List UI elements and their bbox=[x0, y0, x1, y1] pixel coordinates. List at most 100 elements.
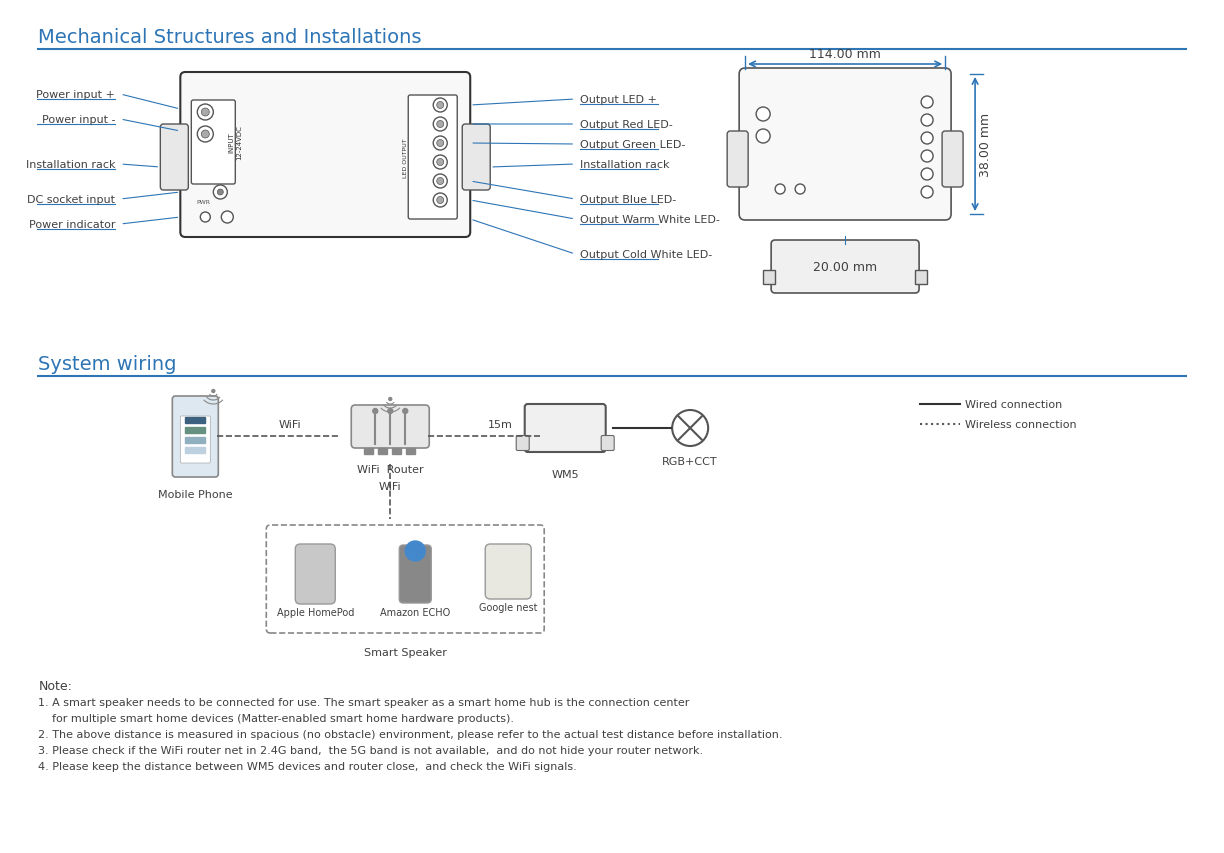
FancyBboxPatch shape bbox=[942, 132, 963, 188]
Circle shape bbox=[437, 102, 444, 109]
FancyBboxPatch shape bbox=[601, 436, 614, 451]
Circle shape bbox=[437, 141, 444, 148]
Circle shape bbox=[437, 121, 444, 128]
FancyBboxPatch shape bbox=[191, 101, 235, 185]
Circle shape bbox=[922, 97, 933, 109]
Circle shape bbox=[433, 175, 447, 189]
Text: 3. Please check if the WiFi router net in 2.4G band,  the 5G band is not availab: 3. Please check if the WiFi router net i… bbox=[38, 746, 704, 755]
FancyBboxPatch shape bbox=[180, 73, 470, 238]
Circle shape bbox=[922, 187, 933, 199]
Circle shape bbox=[222, 212, 234, 223]
Circle shape bbox=[197, 127, 213, 142]
Bar bbox=[185, 427, 206, 433]
FancyBboxPatch shape bbox=[916, 270, 927, 285]
FancyBboxPatch shape bbox=[267, 525, 545, 633]
Text: LED OUTPUT: LED OUTPUT bbox=[403, 138, 408, 177]
FancyBboxPatch shape bbox=[463, 125, 491, 191]
Text: WM5: WM5 bbox=[551, 469, 579, 479]
Text: WiFi: WiFi bbox=[279, 420, 301, 430]
Circle shape bbox=[437, 160, 444, 166]
Bar bbox=[185, 417, 206, 423]
Text: Google nest: Google nest bbox=[479, 602, 537, 612]
Text: INPUT
12-24VDC: INPUT 12-24VDC bbox=[229, 125, 242, 160]
FancyBboxPatch shape bbox=[399, 545, 431, 603]
Text: DC socket input: DC socket input bbox=[27, 194, 115, 205]
Bar bbox=[378, 449, 387, 455]
Text: Note:: Note: bbox=[38, 679, 72, 692]
Circle shape bbox=[403, 409, 408, 414]
Circle shape bbox=[201, 109, 209, 117]
Circle shape bbox=[201, 212, 211, 223]
Circle shape bbox=[756, 107, 770, 122]
Bar bbox=[365, 449, 373, 455]
Text: Mobile Phone: Mobile Phone bbox=[158, 490, 233, 499]
Circle shape bbox=[775, 185, 785, 194]
Text: Apple HomePod: Apple HomePod bbox=[277, 607, 354, 618]
FancyBboxPatch shape bbox=[739, 69, 951, 221]
Text: Installation rack: Installation rack bbox=[580, 160, 670, 170]
Circle shape bbox=[433, 99, 447, 113]
Circle shape bbox=[433, 194, 447, 208]
Text: Mechanical Structures and Installations: Mechanical Structures and Installations bbox=[38, 28, 422, 47]
Text: Wired connection: Wired connection bbox=[965, 399, 1062, 409]
Circle shape bbox=[796, 185, 805, 194]
FancyBboxPatch shape bbox=[517, 436, 529, 451]
Text: Output Warm White LED-: Output Warm White LED- bbox=[580, 215, 720, 224]
Text: for multiple smart home devices (Matter-enabled smart home hardware products).: for multiple smart home devices (Matter-… bbox=[38, 713, 514, 723]
Circle shape bbox=[672, 410, 709, 446]
Text: WiFi  Router: WiFi Router bbox=[357, 464, 424, 474]
Text: Power input +: Power input + bbox=[37, 90, 115, 100]
Circle shape bbox=[201, 131, 209, 139]
Circle shape bbox=[922, 151, 933, 163]
FancyBboxPatch shape bbox=[160, 125, 188, 191]
Circle shape bbox=[212, 390, 214, 393]
Text: Smart Speaker: Smart Speaker bbox=[364, 647, 447, 657]
FancyBboxPatch shape bbox=[763, 270, 775, 285]
FancyBboxPatch shape bbox=[525, 404, 606, 452]
Text: Output Cold White LED-: Output Cold White LED- bbox=[580, 250, 712, 259]
Text: PWR: PWR bbox=[196, 200, 211, 205]
Circle shape bbox=[433, 156, 447, 170]
Bar bbox=[185, 448, 206, 454]
Text: Output Red LED-: Output Red LED- bbox=[580, 120, 673, 130]
Circle shape bbox=[437, 197, 444, 204]
Circle shape bbox=[218, 189, 223, 196]
Text: Amazon ECHO: Amazon ECHO bbox=[381, 607, 450, 618]
FancyBboxPatch shape bbox=[485, 544, 531, 600]
Circle shape bbox=[373, 409, 378, 414]
Text: Output Blue LED-: Output Blue LED- bbox=[580, 194, 677, 205]
Text: Wireless connection: Wireless connection bbox=[965, 420, 1077, 430]
Circle shape bbox=[922, 115, 933, 127]
Text: 1. A smart speaker needs to be connected for use. The smart speaker as a smart h: 1. A smart speaker needs to be connected… bbox=[38, 697, 690, 707]
Bar bbox=[392, 449, 401, 455]
Circle shape bbox=[433, 118, 447, 132]
Circle shape bbox=[756, 130, 770, 144]
Text: 38.00 mm: 38.00 mm bbox=[979, 113, 993, 177]
Text: 20.00 mm: 20.00 mm bbox=[813, 261, 878, 274]
Text: Installation rack: Installation rack bbox=[26, 160, 115, 170]
Circle shape bbox=[389, 398, 392, 401]
Text: 114.00 mm: 114.00 mm bbox=[809, 48, 881, 61]
Text: Power indicator: Power indicator bbox=[29, 220, 115, 229]
FancyBboxPatch shape bbox=[351, 405, 430, 449]
Circle shape bbox=[213, 186, 228, 200]
Circle shape bbox=[405, 542, 425, 561]
Text: Output Green LED-: Output Green LED- bbox=[580, 140, 685, 150]
Circle shape bbox=[437, 178, 444, 185]
Circle shape bbox=[433, 136, 447, 151]
Text: System wiring: System wiring bbox=[38, 355, 176, 374]
Text: Output LED +: Output LED + bbox=[580, 95, 657, 105]
FancyBboxPatch shape bbox=[409, 96, 458, 220]
FancyBboxPatch shape bbox=[173, 397, 218, 478]
Text: 15m: 15m bbox=[488, 420, 513, 430]
Circle shape bbox=[922, 133, 933, 145]
Text: Power input -: Power input - bbox=[42, 115, 115, 125]
Text: WiFi: WiFi bbox=[379, 481, 401, 491]
Text: 2. The above distance is measured in spacious (no obstacle) environment, please : 2. The above distance is measured in spa… bbox=[38, 729, 783, 740]
FancyBboxPatch shape bbox=[295, 544, 335, 604]
Text: RGB+CCT: RGB+CCT bbox=[662, 456, 718, 467]
Bar bbox=[406, 449, 415, 455]
Circle shape bbox=[197, 105, 213, 121]
FancyBboxPatch shape bbox=[771, 241, 919, 293]
Bar bbox=[185, 438, 206, 444]
